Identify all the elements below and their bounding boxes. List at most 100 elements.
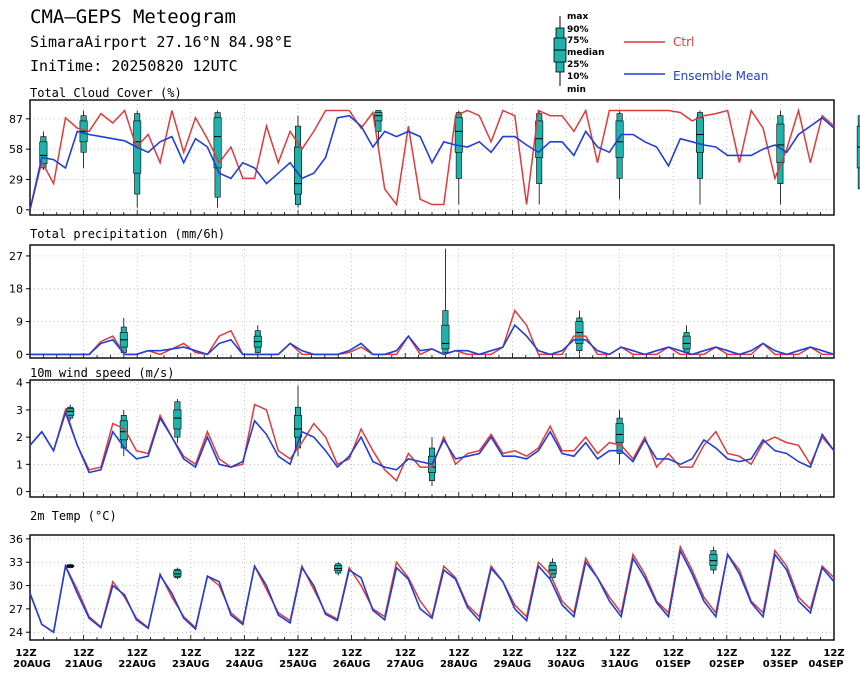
legend-label-2: 75%	[567, 36, 589, 46]
legend-label-4: 25%	[567, 60, 589, 70]
box-inner	[294, 415, 302, 438]
x-tick-date: 22AUG	[118, 659, 156, 670]
y-tick-label: 30	[9, 580, 23, 593]
y-tick-label: 87	[9, 113, 23, 126]
box-plot	[66, 563, 75, 569]
box-plot	[575, 310, 584, 355]
x-tick-hour: 12Z	[609, 648, 630, 659]
series-ensemble-mean	[30, 323, 835, 356]
x-tick-date: 21AUG	[65, 659, 103, 670]
box-inner	[709, 554, 718, 566]
panel-title: 10m wind speed (m/s)	[30, 366, 175, 380]
init-time: IniTime: 20250820 12UTC	[30, 57, 238, 75]
box-plot	[66, 404, 75, 421]
box-plot	[454, 110, 463, 205]
box-plot	[441, 248, 450, 355]
legend-label-3: median	[567, 48, 605, 58]
y-tick-label: 29	[9, 173, 23, 186]
box-plot	[682, 325, 691, 355]
box-plot	[535, 110, 544, 205]
y-tick-label: 0	[16, 204, 23, 217]
x-tick-hour: 12Z	[127, 648, 148, 659]
legend-label-5: 10%	[567, 72, 589, 82]
box-inner	[173, 409, 182, 430]
box-inner	[682, 335, 691, 350]
x-tick-hour: 12Z	[663, 648, 684, 659]
x-tick-date: 23AUG	[172, 659, 210, 670]
legend-label-1: 90%	[567, 25, 589, 35]
box-plot	[173, 567, 182, 580]
x-tick-date: 24AUG	[226, 659, 264, 670]
chart-title: CMA—GEPS Meteogram	[30, 6, 236, 28]
x-tick-hour: 12Z	[15, 648, 36, 659]
series-ensemble-mean	[29, 114, 835, 210]
box-inner	[119, 420, 128, 441]
x-tick-date: 01SEP	[656, 659, 691, 670]
panel-0: Total Cloud Cover (%) 0 29 58 87	[9, 86, 860, 217]
x-tick-hour: 12Z	[287, 648, 308, 659]
box-plot	[133, 110, 142, 208]
legend-label-6: min	[567, 85, 586, 95]
panel-frame	[29, 244, 835, 359]
x-tick-date: 29AUG	[494, 659, 532, 670]
x-tick-date: 30AUG	[547, 659, 585, 670]
legend-ctrl-label: Ctrl	[673, 35, 694, 49]
x-tick-date: 02SEP	[709, 659, 744, 670]
box-inner	[441, 324, 450, 350]
x-tick-hour: 12Z	[234, 648, 255, 659]
box-inner	[776, 123, 785, 164]
x-axis: 12Z20AUG12Z21AUG12Z22AUG12Z23AUG12Z24AUG…	[13, 648, 844, 670]
x-tick-hour: 12Z	[716, 648, 737, 659]
y-tick-label: 2	[16, 431, 23, 444]
x-tick-date: 26AUG	[333, 659, 371, 670]
box-plot	[79, 110, 88, 168]
box-plot	[615, 110, 624, 200]
x-tick-hour: 12Z	[770, 648, 791, 659]
box-plot	[173, 399, 182, 443]
panel-frame	[29, 99, 835, 216]
x-tick-date: 31AUG	[601, 659, 639, 670]
legend: max 90%75% median 25% 10% min Ctrl Ensemble Mea…	[553, 12, 768, 95]
box-inner	[454, 117, 463, 153]
box-plot	[615, 409, 624, 465]
y-tick-label: 24	[9, 626, 23, 639]
panel-2: 10m wind speed (m/s) 0 1 2 3 4	[16, 366, 835, 499]
box-plot	[334, 562, 343, 576]
series-ctrl	[29, 107, 835, 210]
y-tick-label: 18	[9, 283, 23, 296]
y-tick-label: 3	[16, 404, 23, 417]
y-tick-label: 33	[9, 556, 23, 569]
x-tick-hour: 12Z	[448, 648, 469, 659]
box-plot	[776, 110, 785, 205]
box-inner	[615, 423, 624, 443]
series-ensemble-mean	[29, 548, 835, 634]
x-tick-hour: 12Z	[73, 648, 94, 659]
x-tick-date: 20AUG	[13, 659, 51, 670]
x-tick-date: 27AUG	[386, 659, 424, 670]
box-plot	[856, 115, 860, 190]
panel-title: 2m Temp (°C)	[30, 509, 117, 523]
y-tick-label: 36	[9, 533, 23, 546]
y-tick-label: 4	[16, 377, 23, 390]
panel-3: 2m Temp (°C) 24 27 30 33 36	[9, 509, 835, 641]
x-tick-date: 25AUG	[279, 659, 317, 670]
box-inner	[696, 117, 704, 153]
legend-mean-label: Ensemble Mean	[673, 69, 768, 83]
box-plot	[253, 325, 262, 355]
y-tick-label: 58	[9, 143, 23, 156]
x-tick-hour: 12Z	[555, 648, 576, 659]
x-tick-hour: 12Z	[502, 648, 523, 659]
box-inner	[374, 112, 383, 122]
panel-1: Total precipitation (mm/6h) 0 9 18 27	[9, 227, 835, 361]
box-inner	[615, 120, 624, 158]
panel-title: Total Cloud Cover (%)	[30, 86, 182, 100]
x-tick-hour: 12Z	[823, 648, 844, 659]
series-ctrl	[29, 403, 835, 482]
box-inner	[294, 146, 302, 195]
x-tick-date: 28AUG	[440, 659, 478, 670]
station-location: SimaraAirport 27.16°N 84.98°E	[30, 33, 292, 51]
x-tick-hour: 12Z	[180, 648, 201, 659]
x-tick-hour: 12Z	[341, 648, 362, 659]
x-tick-date: 04SEP	[808, 659, 843, 670]
